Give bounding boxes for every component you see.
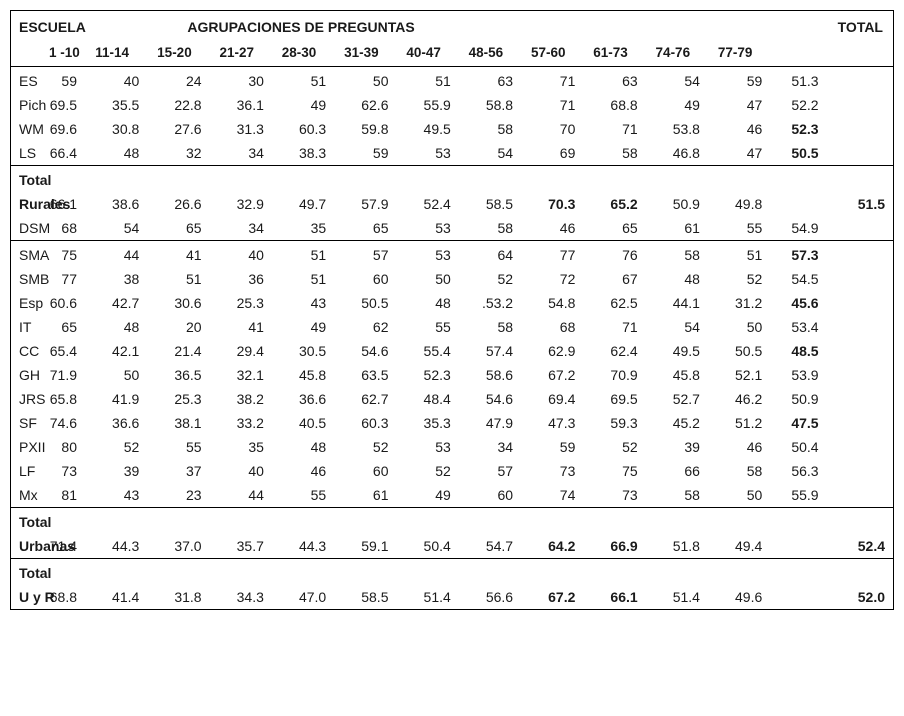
col-header: 48-56	[457, 41, 519, 67]
table-row: Total	[11, 508, 893, 535]
table-row: IT65482041496255586871545053.4	[11, 315, 893, 339]
header-agrup: AGRUPACIONES DE PREGUNTAS	[83, 11, 519, 41]
table-row: LS66.448323438.3595354695846.84750.5	[11, 141, 893, 166]
col-header: 15-20	[145, 41, 207, 67]
table-row: WM69.630.827.631.360.359.849.558707153.8…	[11, 117, 893, 141]
data-table: ESCUELA AGRUPACIONES DE PREGUNTAS TOTAL …	[10, 10, 894, 610]
col-header: 1 -10	[47, 41, 83, 67]
col-header: 31-39	[332, 41, 394, 67]
table-row: Mx81432344556149607473585055.9	[11, 483, 893, 508]
header-row-ranges: 1 -1011-1415-2021-2728-3031-3940-4748-56…	[11, 41, 893, 67]
table-row: LF73393740466052577375665856.3	[11, 459, 893, 483]
table-row: Rurales66.138.626.632.949.757.952.458.57…	[11, 192, 893, 216]
table-row: GH71.95036.532.145.863.552.358.667.270.9…	[11, 363, 893, 387]
table-row: Total	[11, 559, 893, 586]
col-header: 57-60	[519, 41, 581, 67]
table-row: SMB77385136516050527267485254.5	[11, 267, 893, 291]
table-row: JRS65.841.925.338.236.662.748.454.669.46…	[11, 387, 893, 411]
table-row: SF74.636.638.133.240.560.335.347.947.359…	[11, 411, 893, 435]
col-header: 74-76	[644, 41, 706, 67]
table-row: ES59402430515051637163545951.3	[11, 67, 893, 94]
col-header: 61-73	[581, 41, 643, 67]
header-row-1: ESCUELA AGRUPACIONES DE PREGUNTAS TOTAL	[11, 11, 893, 41]
table-row: Pich69.535.522.836.14962.655.958.87168.8…	[11, 93, 893, 117]
header-escuela: ESCUELA	[11, 11, 83, 41]
col-header: 11-14	[83, 41, 145, 67]
table-row: DSM68546534356553584665615554.9	[11, 216, 893, 241]
col-header: 40-47	[394, 41, 456, 67]
table-row: U y R68.841.431.834.347.058.551.456.667.…	[11, 585, 893, 609]
table-row: CC65.442.121.429.430.554.655.457.462.962…	[11, 339, 893, 363]
table-row: SMA75444140515753647776585157.3	[11, 241, 893, 268]
col-header: 21-27	[208, 41, 270, 67]
table-row: Esp60.642.730.625.34350.548.53.254.862.5…	[11, 291, 893, 315]
table-row: Urbanas71.444.337.035.744.359.150.454.76…	[11, 534, 893, 559]
table-row: PXII80525535485253345952394650.4	[11, 435, 893, 459]
col-header: 77-79	[706, 41, 768, 67]
table-row: Total	[11, 166, 893, 193]
col-header: 28-30	[270, 41, 332, 67]
header-total: TOTAL	[519, 11, 893, 41]
